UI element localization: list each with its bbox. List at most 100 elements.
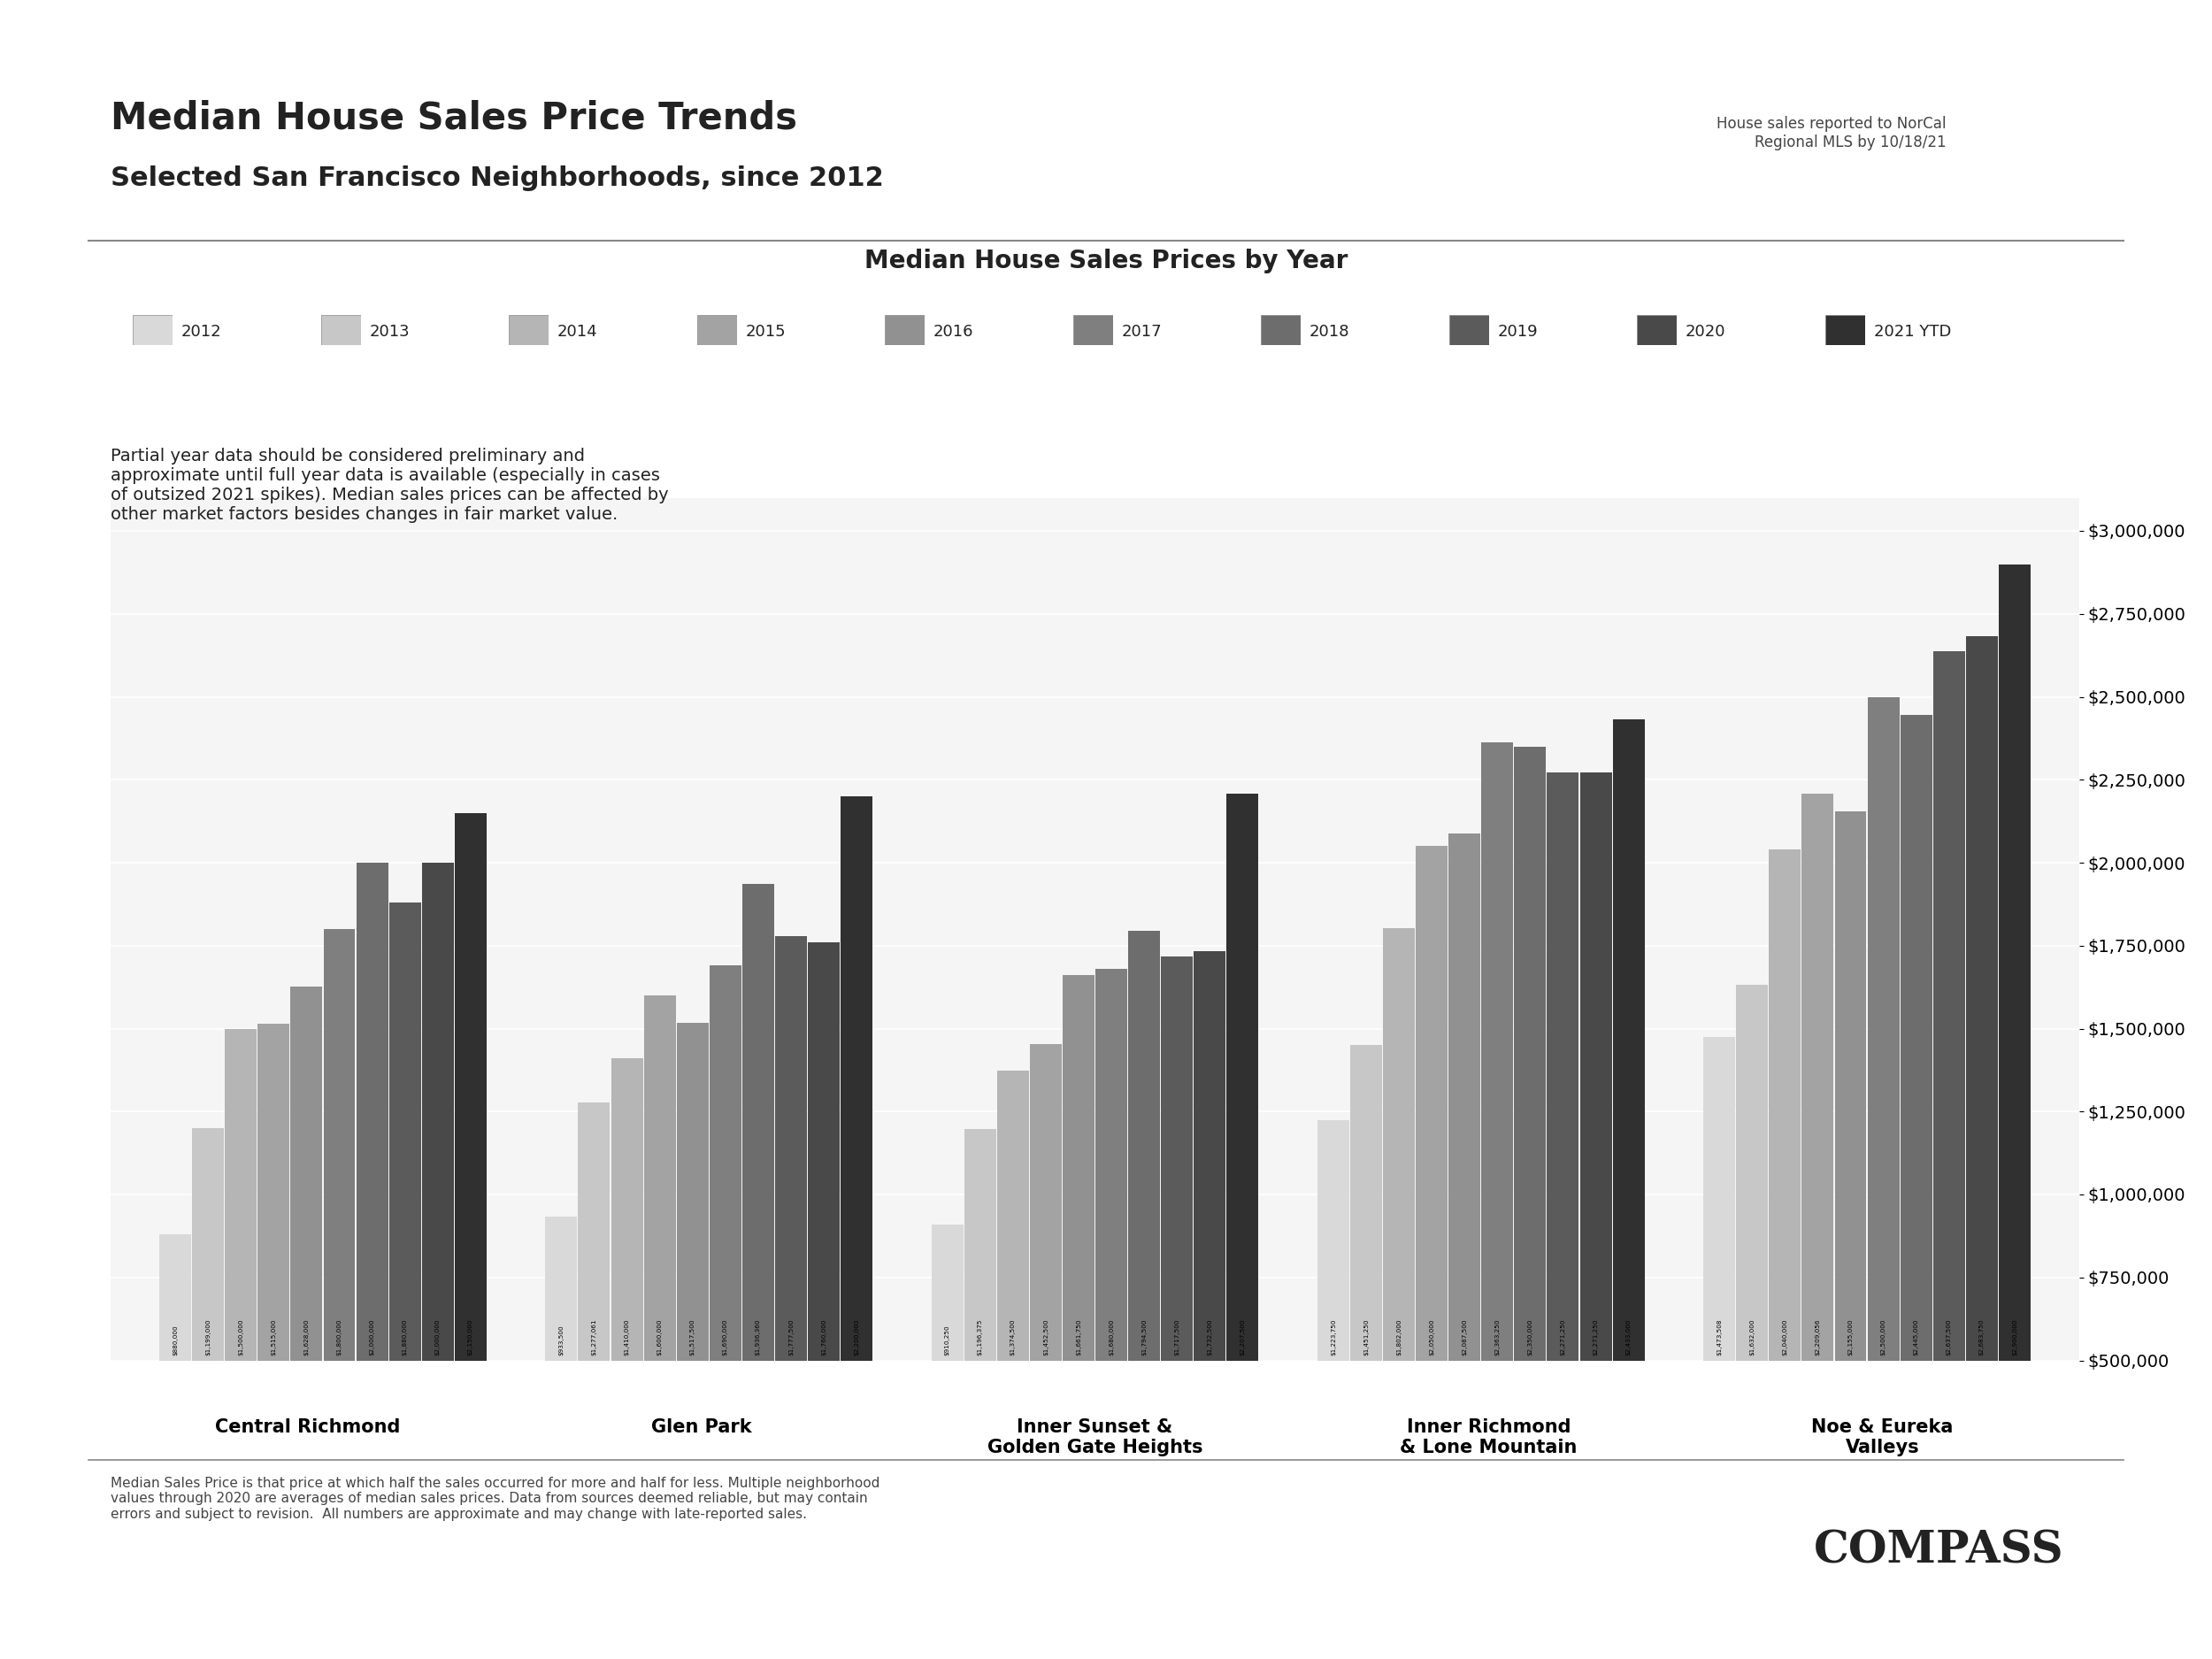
Text: $1,800,000: $1,800,000 — [336, 1319, 343, 1355]
Bar — [677, 1022, 708, 1526]
Bar — [611, 1058, 644, 1526]
Text: $1,760,000: $1,760,000 — [821, 1319, 827, 1355]
Text: $2,087,500: $2,087,500 — [1462, 1319, 1467, 1355]
Text: $2,207,500: $2,207,500 — [1241, 1319, 1245, 1355]
FancyBboxPatch shape — [1261, 315, 1301, 345]
Text: $1,452,500: $1,452,500 — [1044, 1319, 1048, 1355]
Text: 2014: 2014 — [557, 324, 597, 340]
Text: Glen Park: Glen Park — [650, 1418, 752, 1437]
Bar — [1736, 985, 1767, 1526]
Text: $1,517,500: $1,517,500 — [690, 1319, 695, 1355]
Text: $2,040,000: $2,040,000 — [1783, 1319, 1787, 1355]
Bar — [644, 995, 675, 1526]
Text: $2,050,000: $2,050,000 — [1429, 1319, 1433, 1355]
Bar — [1770, 849, 1801, 1526]
Text: $2,000,000: $2,000,000 — [369, 1319, 374, 1355]
Text: $2,445,000: $2,445,000 — [1913, 1319, 1918, 1355]
FancyBboxPatch shape — [697, 315, 737, 345]
Text: Inner Richmond
& Lone Mountain: Inner Richmond & Lone Mountain — [1400, 1418, 1577, 1457]
Text: 2012: 2012 — [181, 324, 221, 340]
Text: $1,632,000: $1,632,000 — [1750, 1319, 1754, 1355]
Bar — [2000, 564, 2031, 1526]
Text: $2,150,000: $2,150,000 — [469, 1319, 473, 1355]
Bar — [1349, 1045, 1382, 1526]
Bar — [226, 1029, 257, 1526]
Bar — [1933, 650, 1964, 1526]
Bar — [1546, 773, 1579, 1526]
Text: $1,732,500: $1,732,500 — [1208, 1319, 1212, 1355]
Bar — [774, 936, 807, 1526]
Bar — [259, 1024, 290, 1526]
Bar — [546, 1216, 577, 1526]
Bar — [323, 929, 356, 1526]
Text: $1,451,250: $1,451,250 — [1363, 1319, 1369, 1355]
Text: $1,196,375: $1,196,375 — [978, 1319, 982, 1355]
Text: 2016: 2016 — [933, 324, 973, 340]
Text: 2020: 2020 — [1686, 324, 1725, 340]
Text: 2017: 2017 — [1121, 324, 1161, 340]
Text: $1,199,000: $1,199,000 — [206, 1319, 210, 1355]
Text: Selected San Francisco Neighborhoods, since 2012: Selected San Francisco Neighborhoods, si… — [111, 166, 885, 191]
Bar — [1095, 969, 1128, 1526]
Bar — [1449, 833, 1480, 1526]
Text: $2,637,500: $2,637,500 — [1947, 1319, 1951, 1355]
FancyBboxPatch shape — [1449, 315, 1489, 345]
Bar — [422, 863, 453, 1526]
Bar — [1803, 793, 1834, 1526]
Text: Median House Sales Prices by Year: Median House Sales Prices by Year — [865, 249, 1347, 274]
Text: $2,433,000: $2,433,000 — [1626, 1319, 1630, 1355]
Bar — [1834, 811, 1867, 1526]
Bar — [1482, 742, 1513, 1526]
Text: $2,271,250: $2,271,250 — [1559, 1319, 1566, 1355]
Bar — [1900, 715, 1931, 1526]
Text: House sales reported to NorCal
Regional MLS by 10/18/21: House sales reported to NorCal Regional … — [1717, 116, 1947, 151]
Text: $1,802,000: $1,802,000 — [1396, 1319, 1402, 1355]
Bar — [159, 1234, 190, 1526]
Text: $1,410,000: $1,410,000 — [624, 1319, 630, 1355]
Text: $2,000,000: $2,000,000 — [436, 1319, 440, 1355]
Text: 2013: 2013 — [369, 324, 409, 340]
Text: 2021 YTD: 2021 YTD — [1874, 324, 1951, 340]
Bar — [1228, 793, 1259, 1526]
Bar — [1194, 951, 1225, 1526]
Bar — [1579, 773, 1613, 1526]
Bar — [710, 966, 741, 1526]
Text: Median Sales Price is that price at which half the sales occurred for more and h: Median Sales Price is that price at whic… — [111, 1477, 880, 1521]
Bar — [998, 1070, 1029, 1526]
Bar — [1613, 718, 1644, 1526]
Text: Partial year data should be considered preliminary and
approximate until full ye: Partial year data should be considered p… — [111, 448, 668, 523]
Text: $2,500,000: $2,500,000 — [1880, 1319, 1887, 1355]
Text: $1,794,500: $1,794,500 — [1141, 1319, 1146, 1355]
Text: $1,661,750: $1,661,750 — [1075, 1319, 1082, 1355]
Text: $1,473,508: $1,473,508 — [1717, 1319, 1721, 1355]
Text: $1,223,750: $1,223,750 — [1332, 1319, 1336, 1355]
Text: $1,628,000: $1,628,000 — [303, 1319, 310, 1355]
FancyBboxPatch shape — [1073, 315, 1113, 345]
FancyBboxPatch shape — [321, 315, 361, 345]
Bar — [1382, 929, 1416, 1526]
Text: $2,271,250: $2,271,250 — [1593, 1319, 1599, 1355]
Bar — [1062, 975, 1095, 1526]
Text: $933,500: $933,500 — [560, 1326, 564, 1355]
Text: $910,250: $910,250 — [945, 1326, 949, 1355]
Bar — [290, 985, 323, 1526]
Text: 2019: 2019 — [1498, 324, 1537, 340]
FancyBboxPatch shape — [509, 315, 549, 345]
FancyBboxPatch shape — [1637, 315, 1677, 345]
Bar — [1318, 1120, 1349, 1526]
Bar — [577, 1103, 611, 1526]
Bar — [389, 902, 420, 1526]
Bar — [743, 884, 774, 1526]
Bar — [1867, 697, 1900, 1526]
Bar — [964, 1130, 995, 1526]
Text: 2015: 2015 — [745, 324, 785, 340]
Bar — [456, 813, 487, 1526]
FancyBboxPatch shape — [885, 315, 925, 345]
Text: $1,277,061: $1,277,061 — [591, 1319, 597, 1355]
Text: $2,350,000: $2,350,000 — [1528, 1319, 1533, 1355]
Text: Inner Sunset &
Golden Gate Heights: Inner Sunset & Golden Gate Heights — [987, 1418, 1203, 1457]
Bar — [1416, 846, 1447, 1526]
FancyBboxPatch shape — [1825, 315, 1865, 345]
Text: $2,683,750: $2,683,750 — [1980, 1319, 1984, 1355]
Text: COMPASS: COMPASS — [1814, 1530, 2064, 1573]
